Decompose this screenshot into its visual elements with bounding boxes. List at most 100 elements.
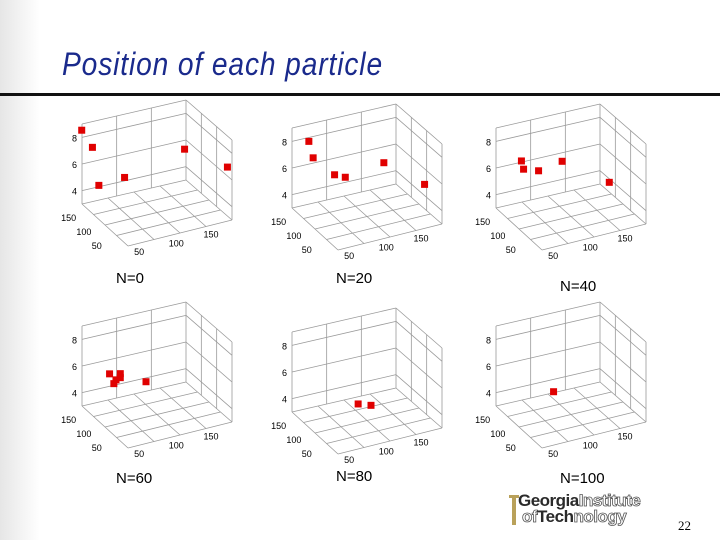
wall-edge [495,103,601,129]
particle-marker [380,159,388,167]
logo-word-tech: Tech [537,507,574,526]
floor-gridline [159,387,207,429]
z-tick-label: 6 [282,164,287,174]
y-tick-label: 50 [344,455,354,465]
wall-gridline [395,143,443,185]
particle-marker [88,143,96,151]
particle-marker [517,157,525,165]
caption-n100: N=100 [560,470,605,487]
particle-marker [520,165,528,173]
floor-gridline [530,213,635,240]
x-tick-label: 50 [92,443,102,453]
wall-edge [291,307,397,333]
slide-left-shade [0,0,40,540]
x-tick-label: 150 [61,213,76,223]
floor-gridline [116,411,221,438]
caption-n80: N=80 [336,468,373,485]
x-tick-label: 50 [506,245,516,255]
x-tick-label: 150 [475,217,490,227]
z-tick-label: 4 [486,389,491,399]
floor-gridline [326,417,431,444]
wall-gridline [495,314,601,340]
y-tick-label: 150 [413,438,428,448]
wall-gridline [185,113,233,154]
particle-marker [550,388,558,396]
particle-marker [558,157,566,165]
y-tick-label: 100 [169,238,184,248]
wall-edge [291,103,397,129]
y-tick-label: 50 [134,247,144,257]
logo-word-georgia: Georgia [518,491,579,510]
floor-gridline [369,393,417,435]
y-tick-label: 50 [548,449,558,459]
z-tick-label: 6 [72,160,77,170]
y-tick-label: 100 [379,446,394,456]
particle-marker [112,376,120,384]
floor-edge [337,223,443,251]
wall-gridline [291,347,397,373]
floor-edge [127,421,233,449]
wall-gridline [81,139,187,165]
x-tick-label: 150 [475,415,490,425]
plot-panel-n60: 8 6 4 150 100 50 50 100 150 [52,301,252,460]
logo-word-of: of [522,507,538,527]
particle-marker [106,370,114,378]
particle-marker [116,370,124,378]
y-tick-label: 50 [134,449,144,459]
particle-marker [331,171,339,179]
floor-edge [337,427,443,455]
z-tick-label: 6 [282,368,287,378]
wall-edge [495,301,601,327]
wall-gridline [185,139,233,181]
particle-marker [181,145,189,153]
particle-marker [354,400,362,408]
particle-marker [367,401,375,409]
floor-gridline [104,401,210,428]
y-tick-label: 100 [583,242,598,252]
caption-n0: N=0 [116,270,144,287]
floor-gridline [573,387,621,429]
y-tick-label: 150 [203,230,218,240]
particle-marker [142,378,150,386]
y-tick-label: 50 [344,251,354,261]
x-tick-label: 150 [61,415,76,425]
x-tick-label: 150 [271,421,286,431]
wall-gridline [395,117,443,158]
z-tick-label: 8 [486,335,491,345]
x-tick-label: 100 [490,429,505,439]
wall-edge [599,301,647,343]
particle-marker [110,380,118,388]
z-tick-label: 6 [486,362,491,372]
particle-marker [95,181,103,189]
y-tick-label: 150 [203,432,218,442]
y-tick-label: 150 [617,234,632,244]
wall-edge [81,99,187,125]
y-tick-label: 150 [413,234,428,244]
wall-edge [395,103,443,145]
wall-gridline [185,368,233,409]
floor-gridline [314,407,420,434]
floor-gridline [159,185,207,227]
particle-marker [535,167,543,175]
page-number: 22 [678,518,691,533]
floor-gridline [116,209,221,236]
wall-gridline [81,341,187,367]
x-tick-label: 50 [302,449,312,459]
wall-gridline [291,116,397,142]
particle-marker [309,154,317,162]
floor-gridline [518,401,624,428]
wall-gridline [599,117,647,158]
z-tick-label: 4 [72,389,77,399]
z-tick-label: 8 [282,341,287,351]
z-tick-label: 8 [282,137,287,147]
floor-gridline [104,199,210,226]
wall-gridline [599,170,647,211]
caption-n40: N=40 [560,278,597,295]
wall-edge [81,301,187,327]
wall-gridline [185,341,233,383]
